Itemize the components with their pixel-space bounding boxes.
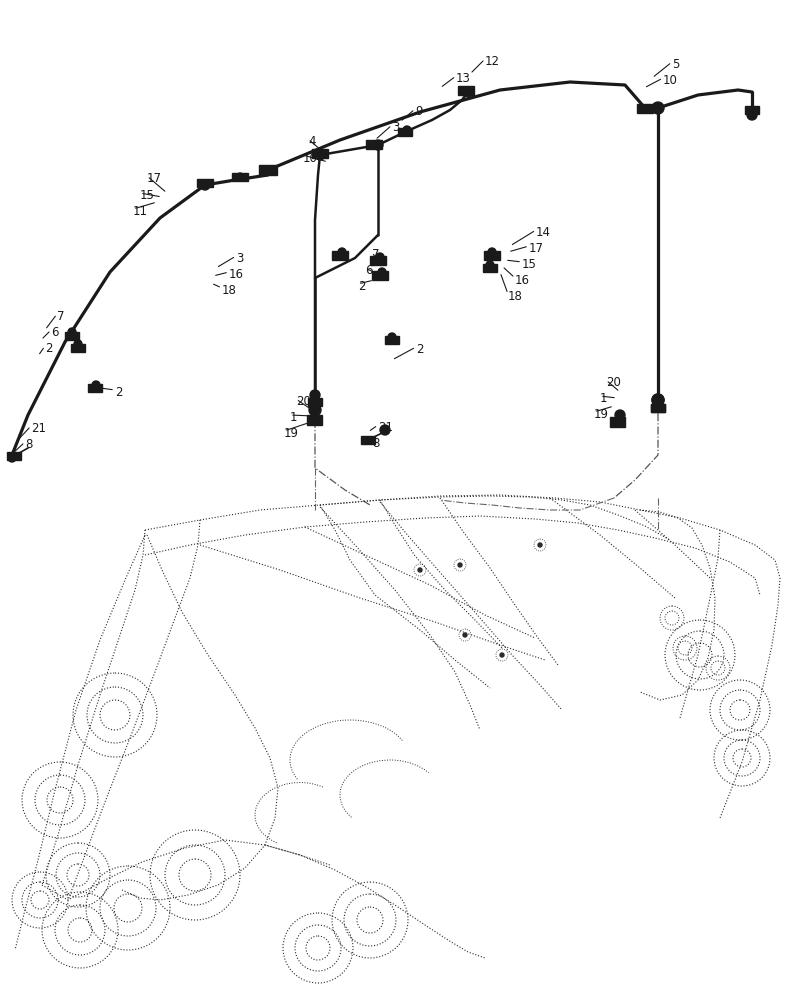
Bar <box>307 398 322 406</box>
Bar <box>332 250 348 259</box>
Circle shape <box>614 410 624 420</box>
Bar <box>197 179 212 187</box>
Text: 19: 19 <box>284 427 298 440</box>
Circle shape <box>487 248 496 256</box>
Text: 10: 10 <box>663 74 677 87</box>
Text: 10: 10 <box>303 152 317 165</box>
Circle shape <box>380 425 389 435</box>
Bar <box>71 344 85 352</box>
Bar <box>311 149 328 158</box>
Text: 2: 2 <box>115 386 122 399</box>
Text: 20: 20 <box>605 376 620 389</box>
Text: 21: 21 <box>31 422 46 435</box>
Circle shape <box>462 87 473 97</box>
Circle shape <box>378 268 385 276</box>
Text: 18: 18 <box>221 284 237 297</box>
Circle shape <box>337 248 345 256</box>
Text: 18: 18 <box>508 290 522 303</box>
Text: 12: 12 <box>484 55 500 68</box>
Text: 8: 8 <box>371 437 379 450</box>
Bar <box>65 332 79 340</box>
Bar <box>610 417 624 427</box>
Circle shape <box>500 653 504 657</box>
Text: 3: 3 <box>236 252 243 265</box>
Circle shape <box>651 394 663 406</box>
Text: 19: 19 <box>594 408 608 421</box>
Circle shape <box>402 126 410 134</box>
Text: 8: 8 <box>25 438 32 451</box>
Circle shape <box>388 333 396 341</box>
Circle shape <box>375 253 384 261</box>
Bar <box>361 436 375 444</box>
Bar <box>483 264 496 272</box>
Text: 7: 7 <box>371 248 379 261</box>
Circle shape <box>315 150 324 160</box>
Circle shape <box>538 543 541 547</box>
Text: 17: 17 <box>528 242 543 255</box>
Bar <box>457 86 474 95</box>
Circle shape <box>68 328 76 336</box>
Bar <box>7 452 21 460</box>
Text: 13: 13 <box>456 72 470 85</box>
Text: 6: 6 <box>365 264 372 277</box>
Circle shape <box>462 633 466 637</box>
Bar <box>366 140 381 149</box>
Bar <box>371 270 388 279</box>
Text: 11: 11 <box>133 205 148 218</box>
Text: 16: 16 <box>229 268 243 281</box>
Bar <box>307 415 322 425</box>
Circle shape <box>74 340 82 348</box>
Circle shape <box>651 394 663 406</box>
Text: 6: 6 <box>51 326 58 339</box>
Text: 14: 14 <box>535 226 551 239</box>
Bar <box>650 404 664 412</box>
Circle shape <box>486 261 493 269</box>
Text: 2: 2 <box>415 343 423 356</box>
Circle shape <box>418 568 422 572</box>
Text: 17: 17 <box>147 172 162 185</box>
Text: 4: 4 <box>307 135 315 148</box>
Bar <box>483 250 500 259</box>
Bar <box>259 165 277 175</box>
Circle shape <box>457 563 461 567</box>
Bar <box>384 336 398 344</box>
Circle shape <box>8 454 16 462</box>
Text: 7: 7 <box>57 310 64 323</box>
Bar <box>744 106 758 114</box>
Text: 9: 9 <box>414 105 422 118</box>
Circle shape <box>236 173 243 181</box>
Text: 2: 2 <box>45 342 53 355</box>
Text: 21: 21 <box>378 421 393 434</box>
Circle shape <box>746 110 756 120</box>
Text: 1: 1 <box>599 392 607 405</box>
Circle shape <box>92 381 100 389</box>
Text: 15: 15 <box>521 258 536 271</box>
Circle shape <box>266 166 273 174</box>
Bar <box>636 104 652 113</box>
Text: 1: 1 <box>290 411 297 424</box>
Circle shape <box>200 180 210 190</box>
Bar <box>370 255 385 264</box>
Circle shape <box>651 102 663 114</box>
Text: 16: 16 <box>514 274 530 287</box>
Text: 2: 2 <box>358 280 365 293</box>
Circle shape <box>310 390 320 400</box>
Text: 15: 15 <box>139 189 155 202</box>
Bar <box>88 384 102 392</box>
Text: 3: 3 <box>392 121 399 134</box>
Circle shape <box>372 140 383 150</box>
Circle shape <box>309 404 320 416</box>
Bar <box>397 128 411 136</box>
Text: 20: 20 <box>296 395 311 408</box>
Bar <box>232 173 247 181</box>
Bar <box>650 404 664 412</box>
Text: 5: 5 <box>672 58 679 71</box>
